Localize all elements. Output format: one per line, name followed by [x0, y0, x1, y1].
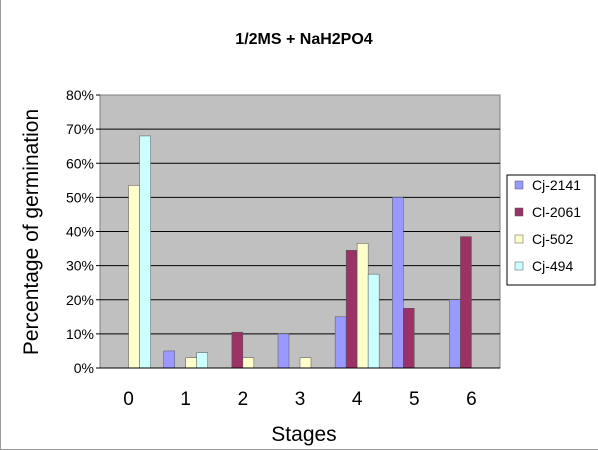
x-tick-label: 1 — [180, 389, 191, 410]
x-tick-label: 3 — [295, 389, 306, 410]
bar — [392, 197, 404, 369]
bar — [403, 308, 415, 369]
bar — [345, 250, 358, 369]
x-tick-label: 4 — [352, 389, 363, 410]
x-tick-label: 2 — [238, 389, 249, 410]
bar — [185, 357, 197, 369]
y-tick-label: 30% — [66, 258, 94, 274]
y-tick-label: 80% — [66, 87, 94, 103]
bar — [299, 357, 312, 369]
y-tick-label: 60% — [66, 155, 94, 171]
legend-label: Cj-502 — [532, 231, 573, 247]
bar — [231, 331, 244, 369]
y-tick-label: 20% — [66, 292, 94, 308]
legend-swatch — [514, 261, 524, 271]
legend: Cj-2141 Cl-2061 Cj-502 Cj-494 — [506, 174, 596, 286]
gridlines — [100, 128, 500, 335]
y-tick-label: 10% — [66, 326, 94, 342]
bar — [356, 243, 369, 369]
y-axis-label: Percentage of germination — [20, 109, 43, 355]
legend-items: Cj-2141 Cl-2061 Cj-502 Cj-494 — [514, 177, 581, 274]
y-tick-label: 70% — [66, 121, 94, 137]
x-tick-label: 5 — [409, 389, 420, 410]
legend-label: Cj-494 — [532, 258, 573, 274]
x-axis-ticks: 0 1 2 3 4 5 6 — [100, 367, 500, 410]
y-axis-ticks: 0% 10% 20% 30% 40% 50% 60% 70% 80% — [66, 87, 100, 376]
legend-swatch — [514, 180, 524, 190]
x-axis-label: Stages — [271, 423, 336, 446]
legend-label: Cl-2061 — [532, 204, 581, 220]
bar — [139, 135, 151, 369]
bar — [242, 357, 255, 369]
y-tick-label: 50% — [66, 189, 94, 205]
bar — [334, 316, 347, 369]
y-tick-label: 40% — [66, 224, 94, 240]
bar — [277, 333, 290, 369]
bar — [163, 350, 175, 369]
legend-label: Cj-2141 — [532, 177, 581, 193]
chart-title: 1/2MS + NaH2PO4 — [235, 31, 373, 48]
bar — [196, 352, 208, 369]
bar — [449, 299, 461, 369]
legend-swatch — [514, 207, 524, 217]
bar — [367, 273, 380, 369]
bar — [128, 185, 140, 369]
bar — [460, 236, 472, 369]
bars — [128, 135, 472, 369]
legend-swatch — [514, 234, 524, 244]
y-tick-label: 0% — [74, 360, 94, 376]
x-tick-label: 0 — [123, 389, 134, 410]
x-tick-label: 6 — [466, 389, 477, 410]
